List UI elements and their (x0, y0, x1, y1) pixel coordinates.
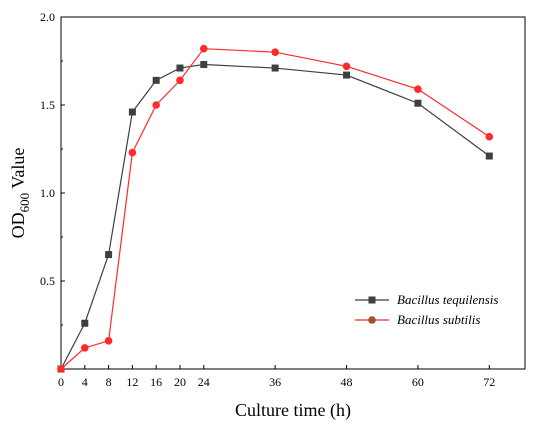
data-point (199, 44, 208, 53)
data-point (152, 76, 160, 84)
y-tick-label: 1.5 (40, 98, 55, 112)
x-tick-label: 20 (174, 375, 186, 389)
legend-label: Bacillus subtilis (397, 312, 480, 327)
y-tick-label: 0.5 (40, 274, 55, 288)
series-layer (57, 44, 494, 373)
legend-item: Bacillus subtilis (355, 312, 480, 327)
data-point (80, 344, 89, 352)
data-point (343, 71, 351, 79)
x-tick-label: 72 (483, 375, 495, 389)
data-point (414, 85, 422, 93)
x-tick-label: 16 (150, 375, 162, 389)
x-tick-label: 4 (82, 375, 88, 389)
data-point (128, 108, 136, 116)
data-point (176, 76, 184, 85)
x-tick-label: 12 (126, 375, 138, 389)
legend-label: Bacillus tequilensis (397, 292, 498, 307)
legend-item: Bacillus tequilensis (355, 292, 498, 307)
data-point (81, 319, 89, 327)
data-point (152, 101, 160, 109)
x-tick-label: 24 (198, 375, 210, 389)
x-tick-label: 48 (341, 375, 353, 389)
data-point (271, 48, 279, 56)
series-2 (57, 44, 494, 373)
y-tick-label: 1.0 (40, 186, 55, 200)
x-axis-title: Culture time (h) (235, 400, 351, 421)
data-point (57, 365, 65, 373)
y-axis-title-main: OD (8, 212, 28, 238)
data-point (485, 152, 493, 160)
y-axis-title-subscript: 600 (17, 193, 32, 213)
x-tick-label: 36 (269, 375, 281, 389)
data-point (176, 64, 184, 72)
data-point (105, 251, 113, 259)
data-point (342, 62, 351, 71)
data-point (485, 132, 494, 141)
legend: Bacillus tequilensis Bacillus subtilis (355, 292, 498, 327)
axes-layer: 0 4 8 12 16 20 24 36 48 60 720.51.01.52.0 (40, 10, 495, 389)
y-tick-label: 2.0 (40, 10, 55, 24)
y-axis-title: OD600 Value (8, 148, 32, 239)
data-point (128, 148, 137, 157)
data-point (271, 64, 279, 72)
x-tick-label: 60 (412, 375, 424, 389)
data-point (200, 61, 208, 69)
x-tick-label: 0 (58, 375, 64, 389)
data-point (414, 99, 422, 107)
legend-marker (368, 316, 376, 324)
legend-marker (368, 296, 376, 304)
x-tick-label: 8 (106, 375, 112, 389)
y-axis-title-rest: Value (8, 148, 28, 193)
data-point (104, 337, 113, 345)
